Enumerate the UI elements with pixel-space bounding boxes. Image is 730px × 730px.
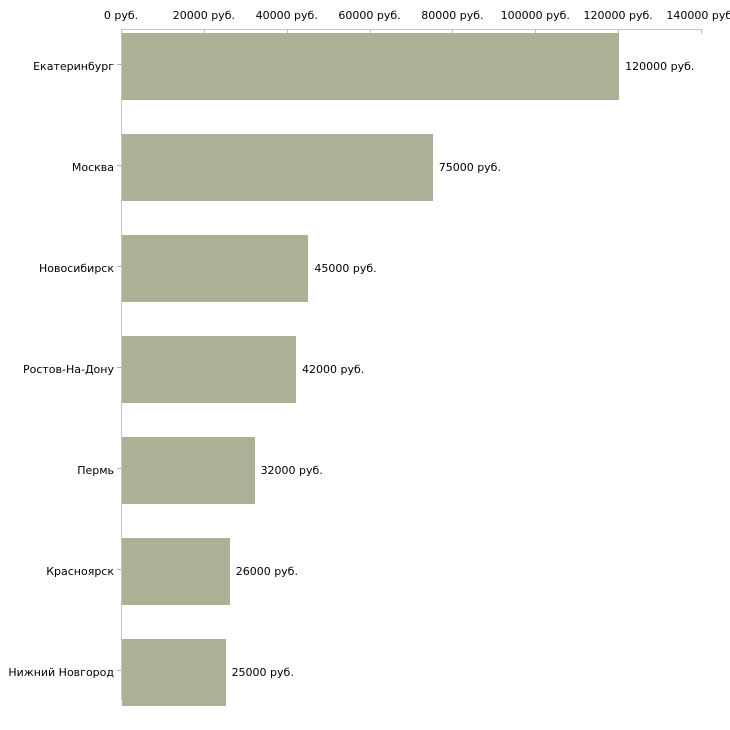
y-axis-tick-mark xyxy=(117,367,121,368)
x-axis-tick-mark xyxy=(203,30,205,34)
x-axis-tick-label: 120000 руб. xyxy=(583,9,653,22)
x-axis-tick-mark xyxy=(121,30,122,34)
y-axis-tick-mark xyxy=(117,266,121,267)
x-axis-tick-mark xyxy=(618,30,620,34)
bar-value-label: 45000 руб. xyxy=(314,261,377,275)
y-axis-tick-mark xyxy=(117,569,121,570)
x-axis-tick-label: 40000 руб. xyxy=(255,9,318,22)
y-axis-tick-mark xyxy=(117,165,121,166)
y-axis-line xyxy=(121,29,122,700)
x-axis-tick-mark xyxy=(452,30,454,34)
category-label: Москва xyxy=(71,160,114,174)
category-label: Ростов-На-Дону xyxy=(22,362,114,376)
bar xyxy=(122,538,230,605)
category-label: Пермь xyxy=(77,463,114,477)
x-axis-tick-mark xyxy=(535,30,537,34)
bar xyxy=(122,639,226,706)
x-axis-tick-label: 20000 руб. xyxy=(172,9,235,22)
y-axis-tick-mark xyxy=(117,670,121,671)
bar-value-label: 26000 руб. xyxy=(235,564,298,578)
bar xyxy=(122,437,255,504)
bar-value-label: 120000 руб. xyxy=(625,59,695,73)
x-axis-tick-mark xyxy=(701,30,702,34)
bar-value-label: 42000 руб. xyxy=(302,362,365,376)
bar xyxy=(122,336,296,403)
x-axis-tick-label: 60000 руб. xyxy=(338,9,401,22)
x-axis-line xyxy=(121,29,702,30)
y-axis-tick-mark xyxy=(117,468,121,469)
bar xyxy=(122,235,309,302)
x-axis-tick-mark xyxy=(286,30,288,34)
bar-value-label: 25000 руб. xyxy=(231,665,294,679)
category-label: Новосибирск xyxy=(38,261,114,275)
category-label: Нижний Новгород xyxy=(8,665,114,679)
x-axis-tick-mark xyxy=(369,30,371,34)
bar-value-label: 32000 руб. xyxy=(260,463,323,477)
category-label: Красноярск xyxy=(46,564,114,578)
bar-value-label: 75000 руб. xyxy=(438,160,501,174)
x-axis-tick-label: 140000 руб. xyxy=(666,9,730,22)
x-axis-tick-label: 100000 руб. xyxy=(500,9,570,22)
bar xyxy=(122,134,433,201)
x-axis-tick-label: 0 руб. xyxy=(103,9,139,22)
y-axis-tick-mark xyxy=(117,64,121,65)
x-axis-tick-label: 80000 руб. xyxy=(421,9,484,22)
category-label: Екатеринбург xyxy=(33,59,114,73)
bar xyxy=(122,33,620,100)
